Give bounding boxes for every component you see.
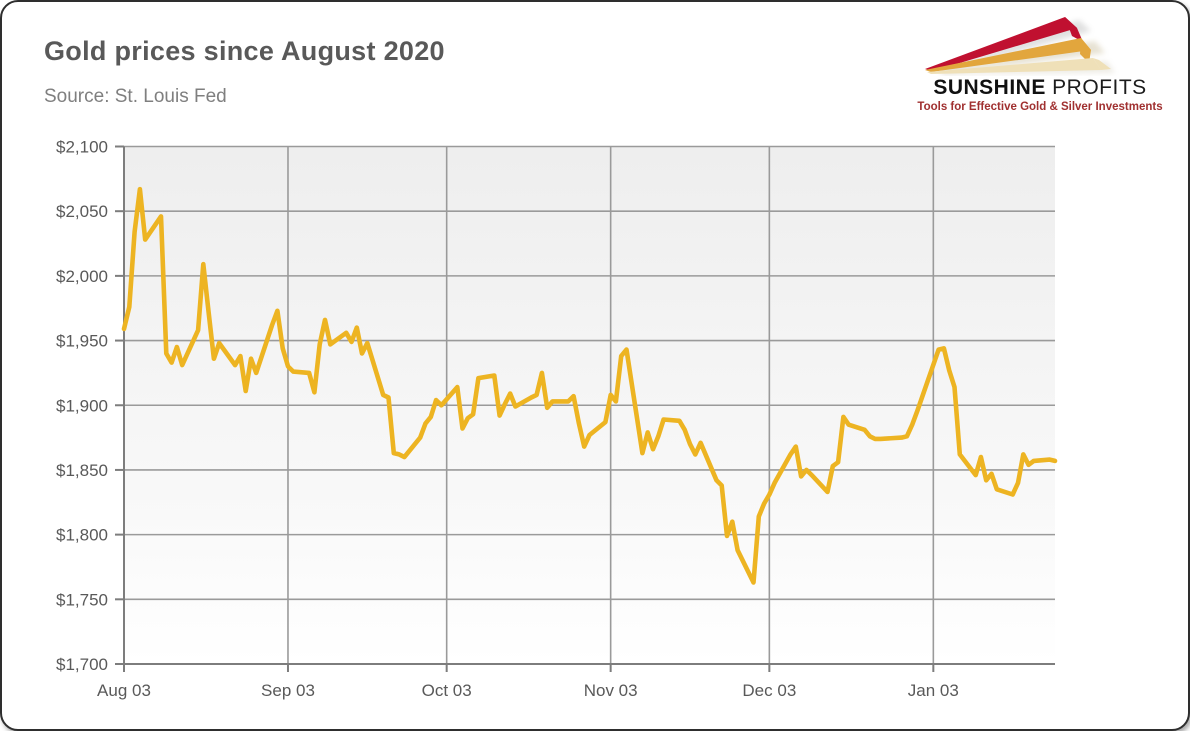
x-tick-label: Jan 03 bbox=[908, 681, 959, 700]
y-tick-label: $1,750 bbox=[56, 590, 108, 609]
logo-red-ray-hook bbox=[1064, 17, 1083, 42]
y-tick-label: $1,900 bbox=[56, 396, 108, 415]
y-tick-label: $1,850 bbox=[56, 461, 108, 480]
logo-cream-ray bbox=[926, 58, 1101, 74]
logo-red-ray bbox=[924, 17, 1077, 71]
x-tick-label: Aug 03 bbox=[97, 681, 151, 700]
logo-wordmark: SUNSHINE PROFITS bbox=[910, 76, 1170, 100]
y-tick-label: $1,950 bbox=[56, 332, 108, 351]
y-tick-label: $2,100 bbox=[56, 138, 108, 157]
logo-wordmark-sunshine: SUNSHINE bbox=[933, 76, 1046, 99]
y-tick-label: $2,050 bbox=[56, 202, 108, 221]
logo-gold-ray-hook bbox=[1079, 38, 1091, 63]
sunshine-profits-logo: SUNSHINE PROFITS Tools for Effective Gol… bbox=[910, 16, 1170, 113]
y-tick-label: $2,000 bbox=[56, 267, 108, 286]
y-tick-label: $1,800 bbox=[56, 526, 108, 545]
logo-rays-icon bbox=[924, 17, 1115, 75]
x-tick-label: Dec 03 bbox=[742, 681, 796, 700]
source-caption: Source: St. Louis Fed bbox=[44, 86, 227, 107]
y-tick-label: $1,700 bbox=[56, 655, 108, 674]
x-tick-label: Nov 03 bbox=[584, 681, 638, 700]
logo-tagline: Tools for Effective Gold & Silver Invest… bbox=[917, 101, 1163, 113]
gold-price-line bbox=[121, 186, 1058, 585]
x-tick-label: Oct 03 bbox=[422, 681, 472, 700]
logo-cream-ray-hook bbox=[1092, 58, 1111, 70]
logo-wordmark-profits: PROFITS bbox=[1045, 76, 1147, 99]
page-title: Gold prices since August 2020 bbox=[44, 36, 445, 66]
x-tick-label: Sep 03 bbox=[261, 681, 315, 700]
logo-gold-ray bbox=[924, 38, 1091, 72]
